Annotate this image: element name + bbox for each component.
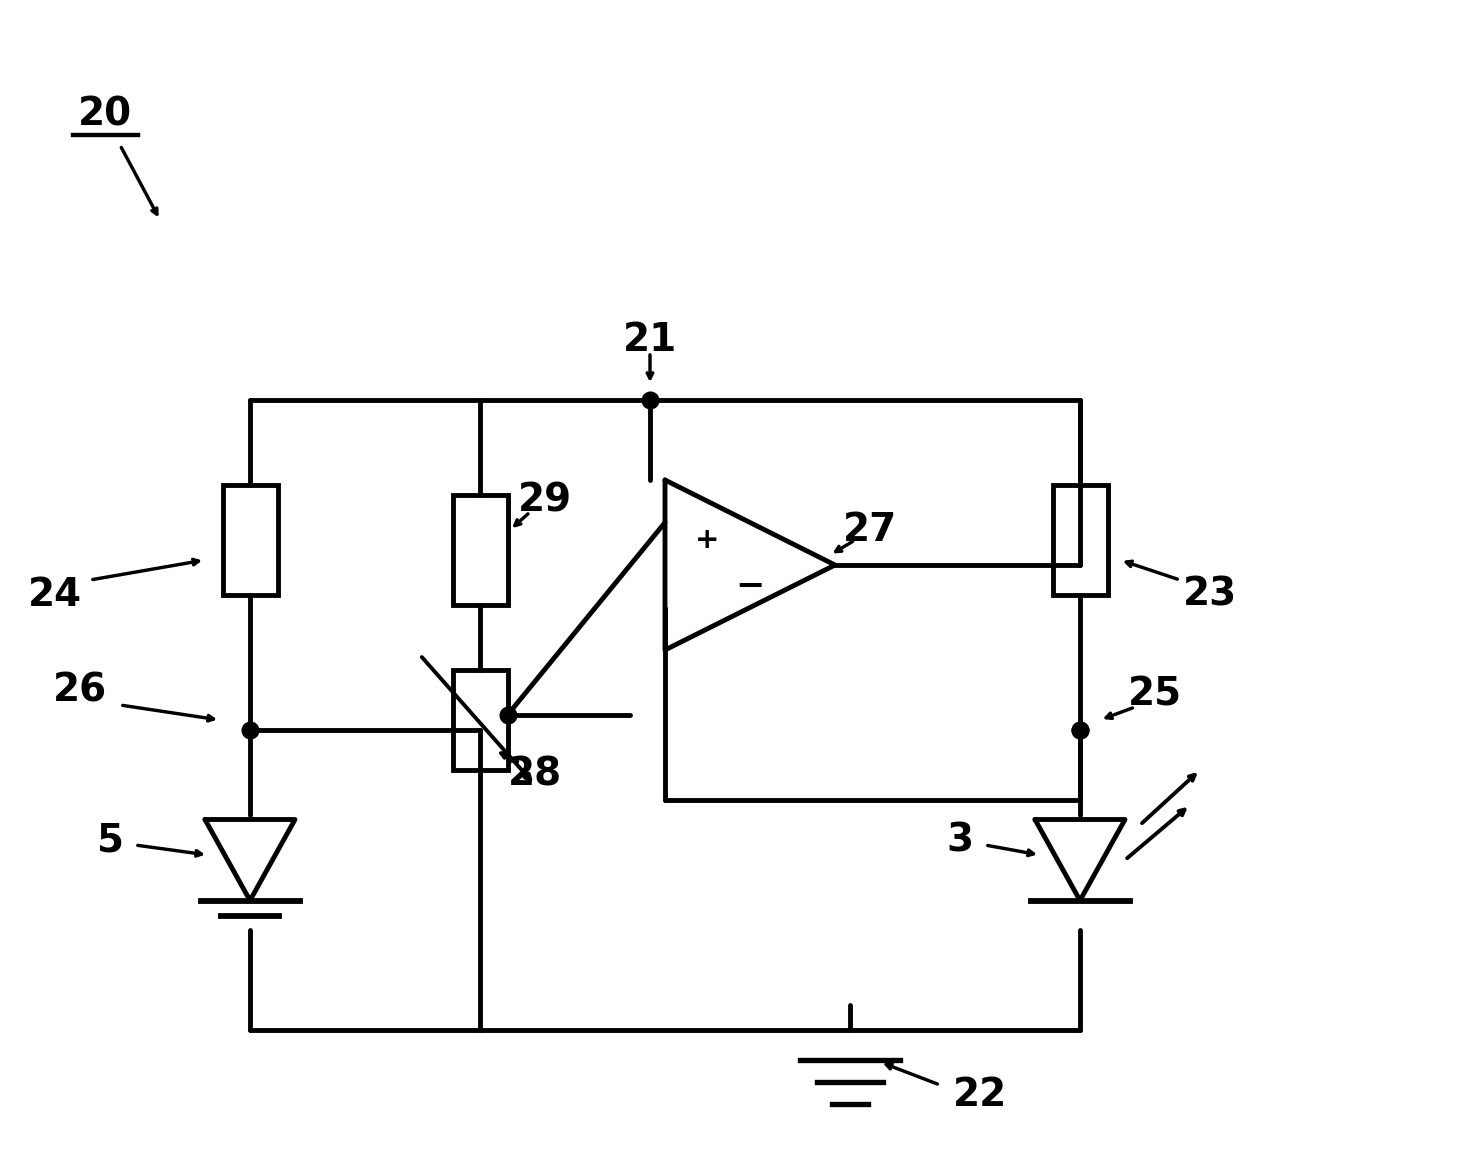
Text: 21: 21 <box>623 321 676 359</box>
Text: 22: 22 <box>953 1076 1007 1114</box>
Text: 29: 29 <box>518 481 572 519</box>
Text: 20: 20 <box>78 95 131 135</box>
Text: +: + <box>696 526 719 553</box>
FancyBboxPatch shape <box>452 670 508 770</box>
Text: 24: 24 <box>28 576 83 614</box>
Text: 3: 3 <box>947 821 973 859</box>
Text: 28: 28 <box>508 756 563 794</box>
Text: 25: 25 <box>1128 676 1182 714</box>
Text: 5: 5 <box>96 821 124 859</box>
Text: −: − <box>736 569 765 604</box>
FancyBboxPatch shape <box>1053 485 1108 595</box>
FancyBboxPatch shape <box>452 494 508 605</box>
Text: 23: 23 <box>1183 576 1238 614</box>
Text: 27: 27 <box>843 511 897 549</box>
FancyBboxPatch shape <box>223 485 278 595</box>
Text: 26: 26 <box>53 670 106 710</box>
